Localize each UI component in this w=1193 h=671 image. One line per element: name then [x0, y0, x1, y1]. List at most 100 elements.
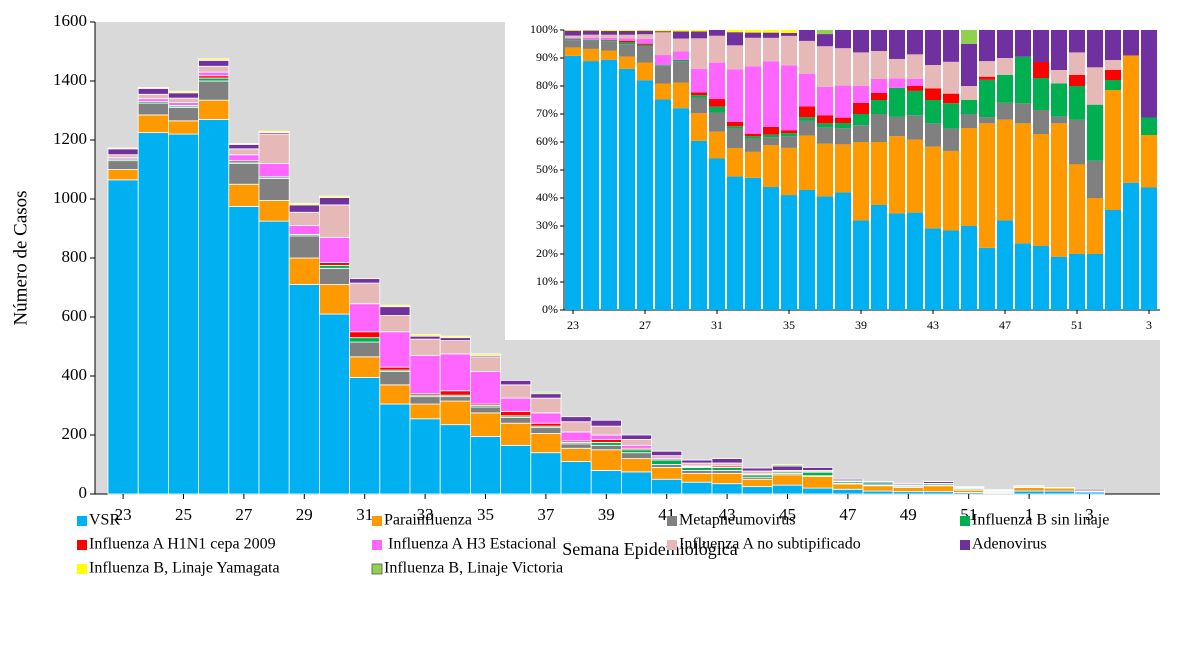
bar-segment — [1033, 134, 1049, 246]
legend-label: Influenza B sin linaje — [972, 512, 1109, 529]
bar-segment — [772, 484, 804, 495]
bar-segment — [889, 30, 905, 59]
bar-segment — [318, 267, 350, 285]
bar-segment — [1141, 135, 1157, 188]
bar-segment — [871, 205, 887, 310]
x-tick-label: 39 — [855, 318, 867, 332]
bar-segment — [772, 464, 804, 467]
x-tick-label: 3 — [1085, 505, 1094, 524]
bar-segment — [763, 134, 779, 138]
bar-segment — [137, 132, 169, 495]
bar-segment — [943, 150, 959, 231]
bar-segment — [601, 40, 617, 42]
bar-segment — [198, 65, 230, 73]
bar-segment — [907, 30, 923, 55]
bar-segment — [379, 366, 411, 371]
bar-segment — [198, 58, 230, 61]
y-tick-label: 1600 — [53, 11, 87, 30]
x-tick-label: 23 — [115, 505, 132, 524]
bar-segment — [655, 65, 671, 67]
legend-swatch — [371, 563, 383, 575]
bar-segment — [137, 102, 169, 116]
bar-segment — [853, 142, 869, 221]
bar-segment — [590, 449, 622, 471]
bar-segment — [651, 459, 683, 465]
bar-segment — [228, 143, 260, 145]
bar-segment — [892, 483, 924, 486]
bar-segment — [530, 412, 562, 424]
x-tick-label: 3 — [1146, 318, 1152, 332]
bar-segment — [469, 356, 501, 372]
bar-segment — [228, 163, 260, 185]
bar-segment — [198, 80, 230, 101]
y-tick-label: 1000 — [53, 188, 87, 207]
bar-segment — [781, 136, 797, 148]
bar-segment — [500, 380, 532, 386]
bar-segment — [439, 400, 471, 426]
bar-segment — [673, 108, 689, 310]
bar-segment — [637, 46, 653, 63]
bar-segment — [318, 204, 350, 238]
bar-segment — [655, 31, 671, 33]
bar-segment — [1069, 254, 1085, 310]
bar-segment — [619, 56, 635, 69]
bar-segment — [817, 46, 833, 87]
bar-segment — [1033, 246, 1049, 310]
bar-segment — [1123, 30, 1139, 56]
bar-segment — [1051, 83, 1067, 117]
bar-segment — [565, 47, 581, 56]
legend-swatch — [77, 516, 87, 526]
bar-segment — [601, 50, 617, 60]
bar-segment — [817, 86, 833, 116]
bar-segment — [288, 211, 320, 226]
bar-segment — [349, 303, 381, 333]
bar-segment — [198, 99, 230, 120]
legend-swatch — [960, 540, 970, 550]
bar-segment — [853, 125, 869, 142]
bar-segment — [871, 51, 887, 79]
bar-segment — [727, 30, 743, 33]
bar-segment — [439, 335, 471, 339]
bar-segment — [673, 38, 689, 52]
y-tick-label: 60% — [536, 134, 558, 148]
bar-segment — [727, 126, 743, 129]
bar-segment — [1013, 487, 1045, 492]
bar-segment — [619, 42, 635, 45]
bar-segment — [601, 59, 617, 310]
x-tick-label: 47 — [999, 318, 1011, 332]
bar-segment — [409, 396, 441, 405]
bar-segment — [781, 133, 797, 137]
bar-segment — [709, 35, 725, 63]
bar-segment — [691, 92, 707, 96]
bar-segment — [799, 40, 815, 74]
x-tick-label: 33 — [417, 505, 434, 524]
bar-segment — [1069, 74, 1085, 86]
bar-segment — [727, 148, 743, 177]
bar-segment — [258, 163, 290, 178]
bar-segment — [799, 73, 815, 107]
bar-segment — [621, 458, 653, 473]
y-tick-label: 200 — [62, 424, 88, 443]
bar-segment — [799, 120, 815, 136]
legend-label: VSR — [89, 512, 120, 529]
bar-segment — [137, 87, 169, 89]
bar-segment — [781, 195, 797, 310]
bar-segment — [763, 137, 779, 146]
bar-segment — [107, 160, 139, 170]
bar-segment — [979, 117, 995, 124]
bar-segment — [853, 114, 869, 126]
bar-segment — [583, 30, 599, 31]
bar-segment — [565, 55, 581, 310]
bar-segment — [925, 146, 941, 229]
bar-segment — [637, 38, 653, 44]
bar-segment — [745, 138, 761, 152]
x-tick-label: 31 — [356, 505, 373, 524]
bar-segment — [439, 353, 471, 392]
bar-segment — [198, 59, 230, 67]
bar-segment — [651, 464, 683, 468]
bar-segment — [889, 87, 905, 117]
bar-segment — [530, 422, 562, 427]
bar-segment — [1069, 164, 1085, 254]
bar-segment — [590, 425, 622, 436]
